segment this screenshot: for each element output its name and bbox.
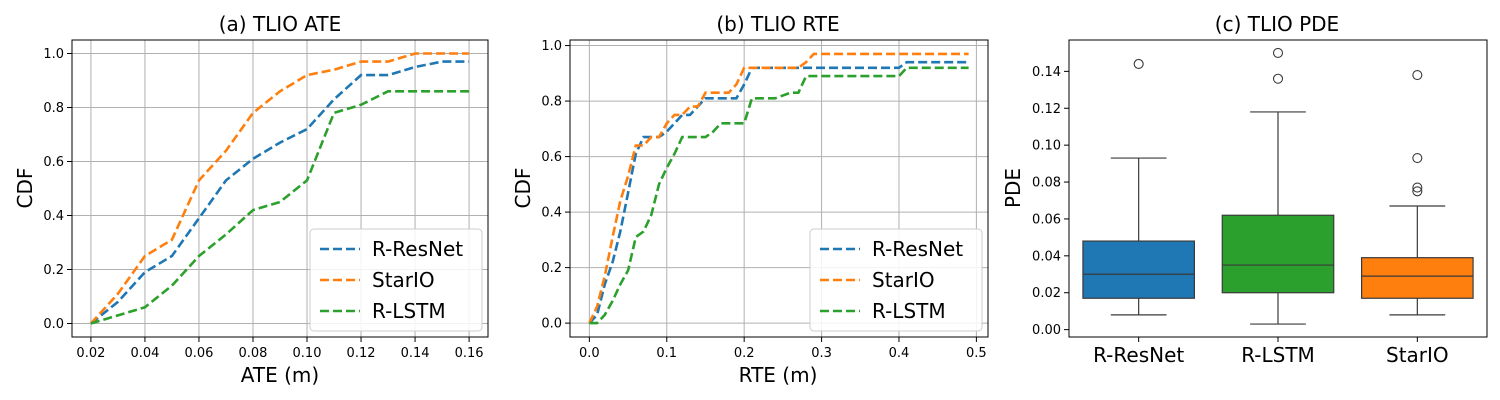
legend-label-stario: StarIO [372, 268, 435, 292]
outlier-point-stario [1412, 182, 1423, 193]
y-tick-label: 0.02 [1032, 286, 1061, 301]
x-tick-label: 0.04 [130, 346, 159, 361]
category-label-r-lstm: R-LSTM [1241, 343, 1315, 367]
outlier-point-stario [1412, 186, 1423, 197]
legend: R-ResNet StarIO R-LSTM [309, 228, 483, 332]
plot-frame [71, 39, 489, 338]
panel-pde-boxplot: (c) TLIO PDE 0.00 0.02 0.04 0.06 0.08 0.10 0.1… [1001, 12, 1488, 367]
y-tick-label: 0.0 [541, 317, 562, 332]
plot-frame [569, 39, 989, 338]
y-tick-label: 0.2 [541, 261, 562, 276]
outlier-point-stario [1412, 153, 1423, 164]
series-line-r-resnet [90, 60, 470, 325]
legend-label-r-resnet: R-ResNet [372, 237, 463, 261]
y-tick-label: 0.12 [1032, 102, 1061, 117]
series-line-r-lstm [589, 66, 969, 325]
legend: R-ResNet StarIO R-LSTM [809, 228, 983, 332]
series-line-r-lstm [90, 90, 470, 325]
y-tick-label: 0.08 [1032, 176, 1061, 191]
y-tick-label: 0.0 [43, 317, 64, 332]
box-r-resnet [1082, 240, 1196, 299]
series-line-stario [89, 52, 470, 325]
x-tick-label: 0.0 [579, 346, 600, 361]
series-line-r-resnet [588, 60, 969, 324]
x-tick-label: 0.2 [734, 346, 755, 361]
y-tick-label: 0.04 [1032, 249, 1061, 264]
y-axis-label: CDF [511, 168, 535, 209]
x-tick-label: 0.12 [347, 346, 376, 361]
y-axis-label: CDF [13, 168, 37, 209]
y-tick-label: 0.8 [541, 95, 562, 110]
chart-title: (b) TLIO RTE [716, 12, 839, 36]
y-tick-label: 0.00 [1032, 323, 1061, 338]
outlier-point-stario [1412, 69, 1423, 81]
panel-rte-cdf: (b) TLIO RTE 0.0 0.1 0.2 0.3 0.4 0.5 0.0 0.2 0.4… [511, 12, 989, 387]
series-line-stario [588, 52, 969, 324]
outlier-point-r-lstm [1272, 47, 1284, 58]
y-tick-label: 0.14 [1032, 65, 1061, 80]
legend-label-r-resnet: R-ResNet [872, 237, 963, 261]
legend-label-r-lstm: R-LSTM [372, 299, 446, 323]
x-tick-label: 0.14 [401, 346, 430, 361]
x-tick-label: 0.5 [966, 346, 987, 361]
legend-label-r-lstm: R-LSTM [872, 299, 946, 323]
box-r-lstm [1221, 214, 1335, 294]
x-tick-label: 0.1 [656, 346, 677, 361]
panel-ate-cdf: (a) TLIO ATE 0.02 0.04 0.06 0.08 0.10 0.12 0.1… [13, 12, 489, 387]
y-tick-label: 0.2 [43, 263, 64, 278]
legend-frame [309, 228, 483, 332]
category-label-r-resnet: R-ResNet [1093, 343, 1184, 367]
y-tick-label: 1.0 [43, 47, 64, 62]
x-tick-label: 0.08 [239, 346, 268, 361]
legend-label-stario: StarIO [872, 268, 935, 292]
x-tick-label: 0.3 [811, 346, 832, 361]
chart-title: (a) TLIO ATE [219, 12, 342, 36]
x-tick-label: 0.02 [76, 346, 105, 361]
box-stario [1360, 257, 1474, 299]
y-axis-label: PDE [1001, 168, 1025, 208]
y-tick-label: 0.4 [43, 209, 64, 224]
y-tick-label: 1.0 [541, 39, 562, 54]
y-tick-label: 0.6 [541, 150, 562, 165]
chart-title: (c) TLIO PDE [1215, 12, 1339, 36]
outlier-point-r-lstm [1272, 73, 1284, 84]
x-tick-label: 0.10 [293, 346, 322, 361]
x-tick-label: 0.16 [455, 346, 484, 361]
outlier-point-r-resnet [1133, 58, 1144, 70]
x-tick-label: 0.4 [889, 346, 910, 361]
y-tick-label: 0.8 [43, 101, 64, 116]
y-tick-label: 0.4 [541, 206, 562, 221]
x-axis-label: ATE (m) [241, 363, 319, 387]
legend-frame [809, 228, 983, 332]
category-label-stario: StarIO [1386, 343, 1449, 367]
y-tick-label: 0.06 [1032, 212, 1061, 227]
x-axis-label: RTE (m) [739, 363, 818, 387]
x-tick-label: 0.06 [184, 346, 213, 361]
y-tick-label: 0.10 [1032, 139, 1061, 154]
y-tick-label: 0.6 [43, 155, 64, 170]
